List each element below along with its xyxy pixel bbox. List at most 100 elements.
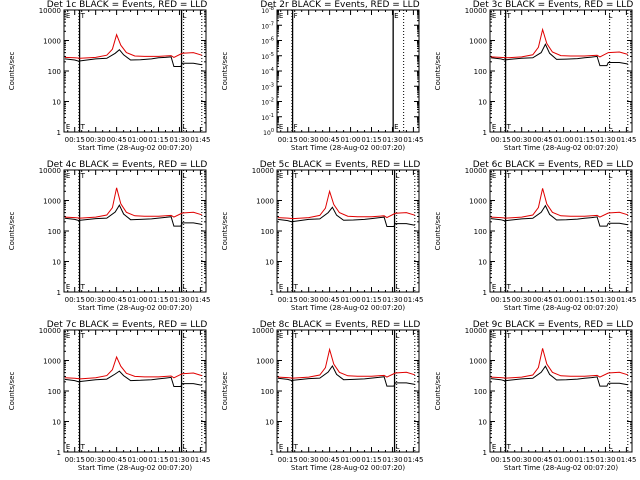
panel-det-9c: Det 9c BLACK = Events, RED = LLD 1 10 100 10… bbox=[434, 320, 637, 472]
y-tick-label: 1000 bbox=[43, 358, 61, 366]
panel-det-3c: Det 3c BLACK = Events, RED = LLD 1 10 100 10… bbox=[434, 0, 637, 152]
x-tick-label: 01:30 bbox=[382, 296, 402, 304]
y-tick-label: 1 bbox=[270, 289, 274, 297]
bracket-label-top: E bbox=[66, 12, 70, 20]
x-tick-label: 01:45 bbox=[403, 136, 423, 144]
y-tick-label: 1000 bbox=[469, 198, 487, 206]
x-tick-label: 01:00 bbox=[340, 456, 360, 464]
lld-series-line bbox=[490, 188, 628, 219]
bracket-label-top: E bbox=[66, 332, 70, 340]
bracket-label-bottom: E bbox=[279, 123, 283, 131]
bracket-label-top: T bbox=[80, 172, 86, 180]
bracket-label-top: T bbox=[506, 332, 512, 340]
y-tick-label: 10 bbox=[265, 259, 274, 267]
bracket-label-top: L bbox=[609, 12, 613, 20]
x-tick-label: 00:30 bbox=[86, 296, 106, 304]
y-tick-label: 1 bbox=[483, 289, 487, 297]
x-tick-label: 01:00 bbox=[340, 136, 360, 144]
x-tick-label: 00:45 bbox=[107, 456, 127, 464]
bracket-label-bottom: E bbox=[279, 443, 283, 451]
y-tick-label: 100 bbox=[48, 228, 61, 236]
bracket-label-bottom: E bbox=[66, 443, 70, 451]
panel-title: Det 9c BLACK = Events, RED = LLD bbox=[473, 320, 634, 330]
y-tick-label: 10000 bbox=[39, 167, 61, 175]
y-axis-label: Counts/sec bbox=[221, 372, 229, 411]
x-tick-label: 01:00 bbox=[553, 456, 573, 464]
x-tick-label: 01:30 bbox=[595, 296, 615, 304]
bracket-label-bottom: T bbox=[80, 283, 86, 291]
bracket-label-top: T bbox=[293, 172, 299, 180]
bracket-label-bottom: L bbox=[183, 283, 187, 291]
x-tick-label: 00:30 bbox=[86, 136, 106, 144]
y-tick-label: 10-6 bbox=[261, 37, 274, 46]
bracket-label-top: F bbox=[294, 12, 298, 20]
x-axis-label: Start Time (28-Aug-02 00:07:20) bbox=[504, 304, 618, 312]
x-tick-label: 01:45 bbox=[190, 136, 210, 144]
x-axis-label: Start Time (28-Aug-02 00:07:20) bbox=[291, 464, 405, 472]
x-tick-label: 00:15 bbox=[491, 296, 511, 304]
x-axis-label: Start Time (28-Aug-02 00:07:20) bbox=[78, 304, 192, 312]
y-tick-label: 1000 bbox=[43, 38, 61, 46]
x-tick-label: 00:15 bbox=[491, 136, 511, 144]
x-tick-label: 01:00 bbox=[127, 136, 147, 144]
events-series-line bbox=[277, 365, 415, 387]
panel-title: Det 7c BLACK = Events, RED = LLD bbox=[47, 320, 208, 330]
x-tick-label: 00:15 bbox=[65, 136, 85, 144]
bracket-label-bottom: F bbox=[294, 123, 298, 131]
panel-title: Det 8c BLACK = Events, RED = LLD bbox=[260, 320, 421, 330]
y-axis-label: Counts/sec bbox=[8, 52, 16, 91]
x-tick-label: 01:30 bbox=[595, 456, 615, 464]
plot-frame bbox=[63, 329, 207, 453]
events-series-line bbox=[490, 365, 628, 387]
bracket-label-bottom: T bbox=[293, 283, 299, 291]
bracket-label-bottom: E bbox=[394, 123, 398, 131]
bracket-label-bottom: L bbox=[609, 443, 613, 451]
y-tick-label: 10-1 bbox=[261, 113, 274, 122]
y-axis-label: Counts/sec bbox=[221, 52, 229, 91]
y-axis-label: Counts/sec bbox=[434, 212, 442, 251]
x-tick-label: 01:45 bbox=[403, 456, 423, 464]
x-tick-label: 01:30 bbox=[595, 136, 615, 144]
x-tick-label: 01:45 bbox=[190, 296, 210, 304]
y-tick-label: 10000 bbox=[465, 167, 487, 175]
x-tick-label: 00:15 bbox=[65, 456, 85, 464]
y-tick-label: 1000 bbox=[43, 198, 61, 206]
bracket-label-top: T bbox=[506, 172, 512, 180]
bracket-label-top: E bbox=[66, 172, 70, 180]
bracket-label-bottom: E bbox=[492, 443, 496, 451]
panel-det-7c: Det 7c BLACK = Events, RED = LLD 1 10 100 10… bbox=[8, 320, 211, 472]
x-axis-label: Start Time (28-Aug-02 00:07:20) bbox=[504, 144, 618, 152]
bracket-label-top: E bbox=[492, 332, 496, 340]
x-tick-label: 01:30 bbox=[382, 136, 402, 144]
y-tick-label: 10 bbox=[265, 419, 274, 427]
bracket-label-bottom: T bbox=[506, 283, 512, 291]
y-axis-label: Counts/sec bbox=[8, 212, 16, 251]
x-tick-label: 01:15 bbox=[361, 296, 381, 304]
x-tick-label: 01:00 bbox=[127, 456, 147, 464]
x-tick-label: 00:30 bbox=[512, 136, 532, 144]
bracket-label-bottom: L bbox=[396, 443, 400, 451]
x-tick-label: 00:15 bbox=[278, 136, 298, 144]
y-tick-label: 100 bbox=[474, 388, 487, 396]
y-tick-label: 100 bbox=[474, 228, 487, 236]
panel-title: Det 1c BLACK = Events, RED = LLD bbox=[47, 0, 208, 10]
x-tick-label: 00:45 bbox=[320, 456, 340, 464]
lld-series-line bbox=[490, 348, 628, 379]
y-tick-label: 100 bbox=[474, 68, 487, 76]
panel-title: Det 5c BLACK = Events, RED = LLD bbox=[260, 160, 421, 170]
x-tick-label: 01:15 bbox=[361, 136, 381, 144]
plot-frame bbox=[489, 329, 633, 453]
bracket-label-top: T bbox=[80, 12, 86, 20]
x-tick-label: 01:45 bbox=[616, 296, 636, 304]
y-tick-label: 10-2 bbox=[261, 98, 274, 107]
y-axis-label: Counts/sec bbox=[434, 372, 442, 411]
y-tick-label: 10000 bbox=[39, 327, 61, 335]
x-tick-label: 01:30 bbox=[169, 296, 189, 304]
bracket-label-top: T bbox=[506, 12, 512, 20]
x-tick-label: 01:15 bbox=[574, 136, 594, 144]
plot-frame bbox=[63, 169, 207, 293]
x-axis-label: Start Time (28-Aug-02 00:07:20) bbox=[504, 464, 618, 472]
x-tick-label: 00:30 bbox=[299, 296, 319, 304]
bracket-label-top: T bbox=[293, 332, 299, 340]
y-tick-label: 10000 bbox=[252, 167, 274, 175]
